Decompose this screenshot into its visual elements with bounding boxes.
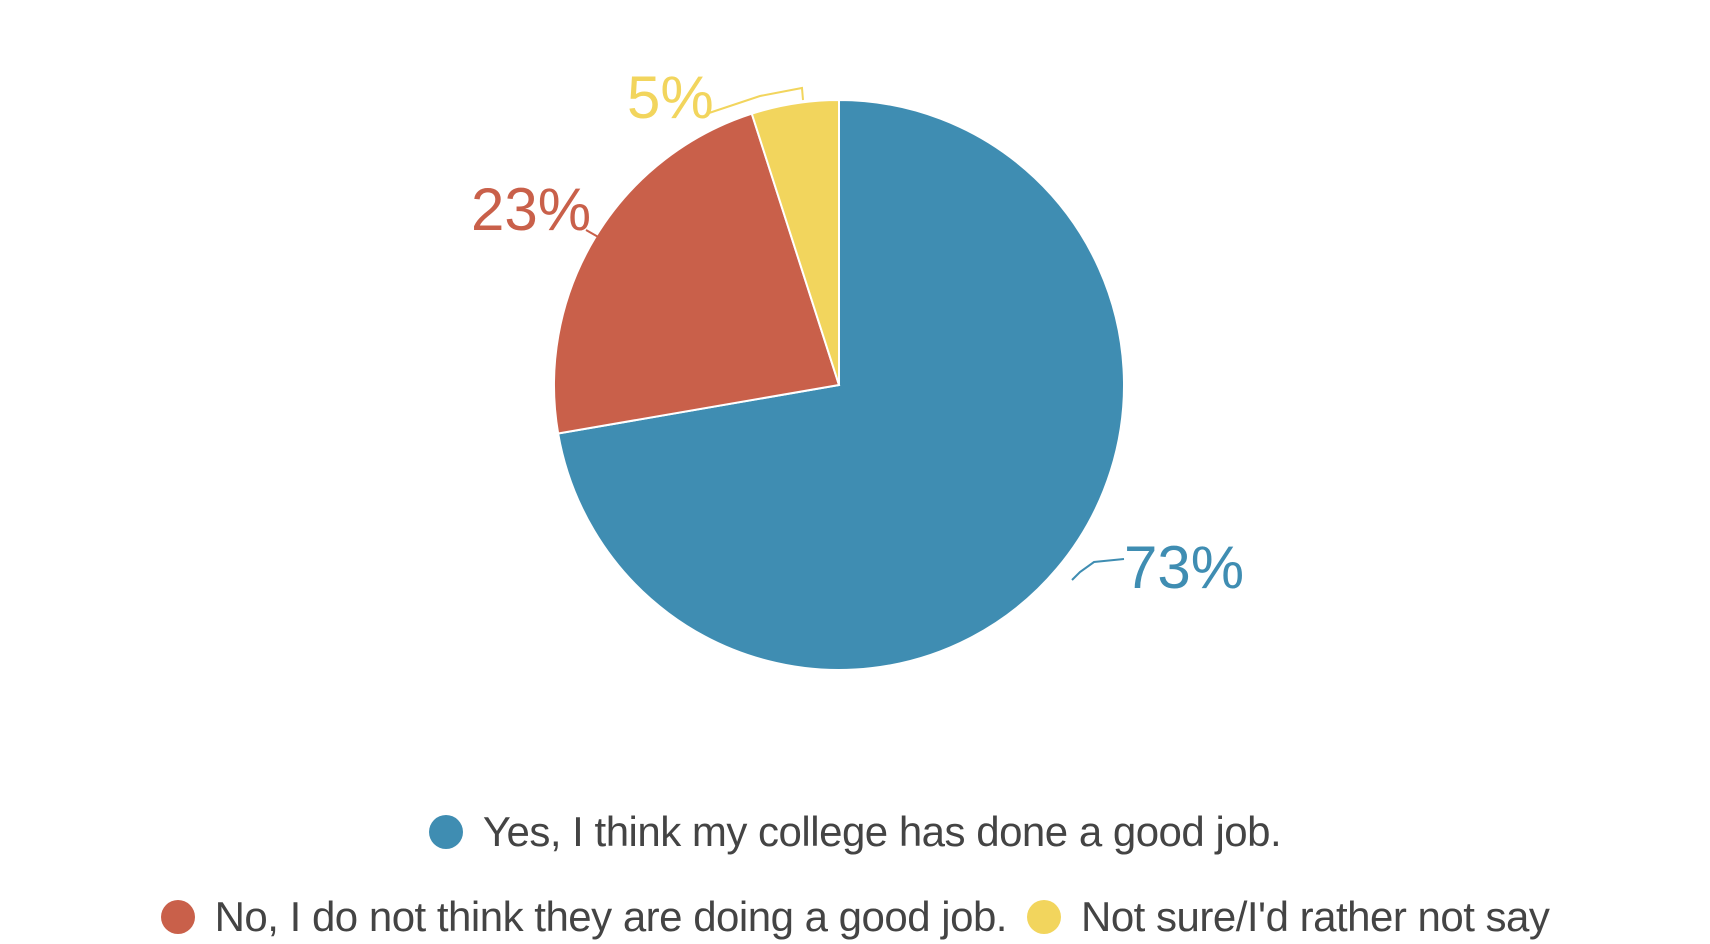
leader-line-no [585,229,601,239]
pie-slice-yes[interactable] [557,98,1125,671]
slice-label-unsure: 5% [627,64,714,131]
leader-line-unsure [705,86,804,115]
legend-row-1: Yes, I think my college has done a good … [0,808,1710,856]
slice-label-yes: 73% [1124,534,1244,601]
legend-row-2: No, I do not think they are doing a good… [0,893,1710,941]
legend-dot-no-icon [160,900,195,934]
pie-slice-unsure[interactable] [750,98,840,386]
legend-dot-unsure-icon [1026,900,1061,934]
legend-item-yes[interactable]: Yes, I think my college has done a good … [428,808,1282,856]
legend-label-unsure: Not sure/I'd rather not say [1080,893,1550,940]
legend-label-no: No, I do not think they are doing a good… [214,893,1008,940]
slice-label-no: 23% [471,176,591,243]
pie-slices [553,98,1125,671]
leader-line-yes [1071,558,1125,581]
pie-slice-no[interactable] [553,112,841,435]
legend-item-unsure[interactable]: Not sure/I'd rather not say [1026,893,1550,941]
legend-label-yes: Yes, I think my college has done a good … [482,808,1282,855]
legend-item-no[interactable]: No, I do not think they are doing a good… [160,893,1008,941]
legend-dot-yes-icon [428,815,463,849]
